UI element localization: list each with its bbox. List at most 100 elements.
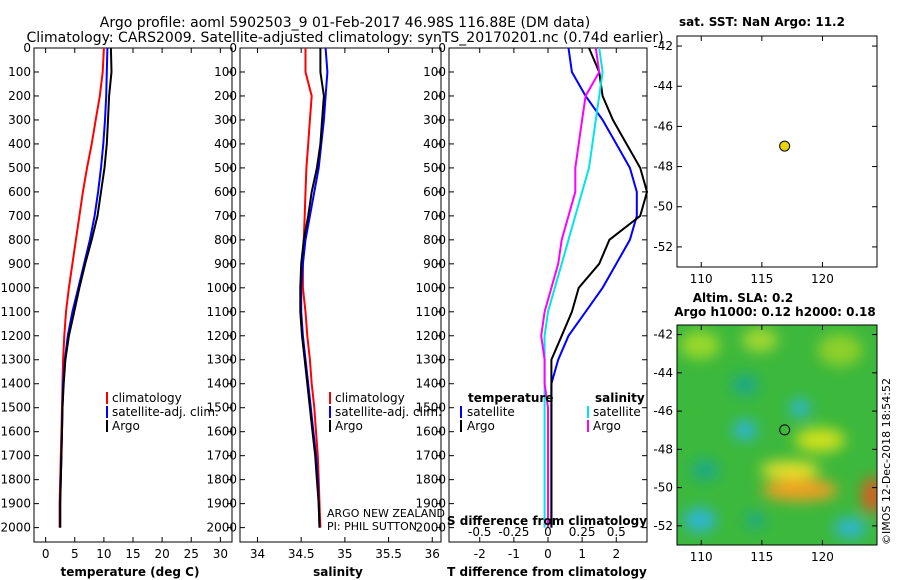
lon-tick-label: 110 [690, 272, 713, 286]
depth-tick-label: 1900 [0, 497, 31, 511]
lat-tick-label: -42 [653, 39, 673, 53]
legend-climatology: climatology [335, 391, 405, 405]
depth-tick-label: 100 [8, 65, 31, 79]
lon-tick-label: 115 [750, 272, 773, 286]
lon-tick-label: 110 [690, 550, 713, 564]
lat-tick-label: -52 [653, 519, 673, 533]
x-tick-label: 35.5 [375, 547, 402, 561]
difference-xlabel: T difference from climatology [447, 565, 647, 579]
lat-tick-label: -48 [653, 160, 673, 174]
legend-satellite: satellite-adj. clim. [335, 405, 442, 419]
depth-tick-label: 1800 [206, 473, 237, 487]
lat-tick-label: -44 [653, 366, 673, 380]
depth-tick-label: 1100 [0, 305, 31, 319]
depth-tick-label: 1700 [0, 449, 31, 463]
salinity-legend: climatology satellite-adj. clim. Argo [329, 391, 442, 433]
depth-tick-label: 900 [214, 257, 237, 271]
series-line-temperature-satellite [550, 47, 638, 528]
sla-blob [790, 399, 810, 417]
temperature-frame [33, 47, 233, 543]
sla-blob [745, 512, 765, 528]
legend-satellite: satellite-adj. clim. [112, 405, 219, 419]
legend-temperature-title: temperature [468, 391, 553, 405]
legend-temp-satellite: satellite [467, 405, 515, 419]
depth-tick-label: 600 [423, 185, 446, 199]
lat-tick-label: -46 [653, 404, 673, 418]
annotation-line1: ARGO NEW ZEALAND [327, 507, 445, 520]
salinity-xlabel: salinity [313, 565, 363, 579]
depth-tick-label: 2000 [206, 521, 237, 535]
difference-legend-temperature: temperature satellite Argo [460, 391, 553, 433]
series-line-climatology [58, 47, 105, 528]
sla-heatmap [677, 325, 877, 545]
depth-tick-label: 2000 [415, 521, 446, 535]
depth-tick-label: 300 [214, 113, 237, 127]
x-tick-label: 35 [337, 547, 352, 561]
depth-tick-label: 1500 [415, 401, 446, 415]
lon-tick-label: 115 [750, 550, 773, 564]
depth-tick-label: 1000 [0, 281, 31, 295]
depth-tick-label: 0 [229, 41, 237, 55]
legend-argo: Argo [112, 419, 140, 433]
depth-tick-label: 1600 [206, 425, 237, 439]
annotation-line2: PI: PHIL SUTTON [327, 520, 417, 533]
top-tick-label: -0.5 [468, 525, 491, 539]
depth-tick-label: 1600 [0, 425, 31, 439]
sla-blob [733, 420, 757, 440]
series-line-salinity-satellite [543, 47, 604, 528]
top-tick-label: -0.25 [498, 525, 529, 539]
x-tick-label: 34 [250, 547, 265, 561]
lon-tick-label: 120 [811, 272, 834, 286]
x-tick-label: 1 [578, 547, 586, 561]
depth-tick-label: 1300 [0, 353, 31, 367]
depth-tick-label: 500 [423, 161, 446, 175]
depth-tick-label: 300 [423, 113, 446, 127]
depth-tick-label: 1200 [415, 329, 446, 343]
sla-blob [691, 460, 719, 480]
legend-climatology: climatology [112, 391, 182, 405]
sla-map-subtitle: Argo h1000: 0.12 h2000: 0.18 [674, 305, 875, 319]
depth-tick-label: 900 [8, 257, 31, 271]
depth-tick-label: 700 [423, 209, 446, 223]
depth-tick-label: 2000 [0, 521, 31, 535]
depth-tick-label: 400 [214, 137, 237, 151]
sst-map-frame [676, 35, 878, 268]
lat-tick-label: -52 [653, 240, 673, 254]
series-line-satellite-adj-clim- [59, 47, 109, 528]
lon-tick-label: 120 [811, 550, 834, 564]
depth-tick-label: 1700 [415, 449, 446, 463]
top-tick-label: 0.5 [607, 525, 626, 539]
depth-tick-label: 600 [8, 185, 31, 199]
argo-location-marker [779, 140, 791, 152]
depth-tick-label: 500 [8, 161, 31, 175]
depth-tick-label: 1900 [206, 497, 237, 511]
sla-blob [731, 375, 759, 395]
series-line-argo [59, 47, 113, 528]
lat-tick-label: -42 [653, 328, 673, 342]
depth-tick-label: 400 [423, 137, 446, 151]
depth-tick-label: 1400 [415, 377, 446, 391]
sla-map-frame [676, 324, 878, 546]
depth-tick-label: 500 [214, 161, 237, 175]
depth-tick-label: 200 [8, 89, 31, 103]
depth-tick-label: 1500 [206, 401, 237, 415]
depth-tick-label: 1200 [206, 329, 237, 343]
series-line-salinity-argo [540, 47, 601, 528]
depth-tick-label: 1800 [0, 473, 31, 487]
depth-tick-label: 1600 [415, 425, 446, 439]
depth-tick-label: 100 [214, 65, 237, 79]
sla-blob [862, 477, 877, 513]
x-tick-label: 25 [184, 547, 199, 561]
legend-temp-argo: Argo [467, 419, 495, 433]
sla-map-title: Altim. SLA: 0.2 [693, 291, 794, 305]
depth-tick-label: 800 [8, 233, 31, 247]
sla-blob [680, 331, 720, 359]
sla-blob [684, 508, 716, 532]
depth-tick-label: 1400 [0, 377, 31, 391]
difference-top-label: S difference from climatology [447, 514, 647, 528]
depth-tick-label: 1500 [0, 401, 31, 415]
series-line-temperature-argo [550, 47, 649, 528]
temperature-xlabel: temperature (deg C) [61, 565, 200, 579]
x-tick-label: -2 [474, 547, 486, 561]
